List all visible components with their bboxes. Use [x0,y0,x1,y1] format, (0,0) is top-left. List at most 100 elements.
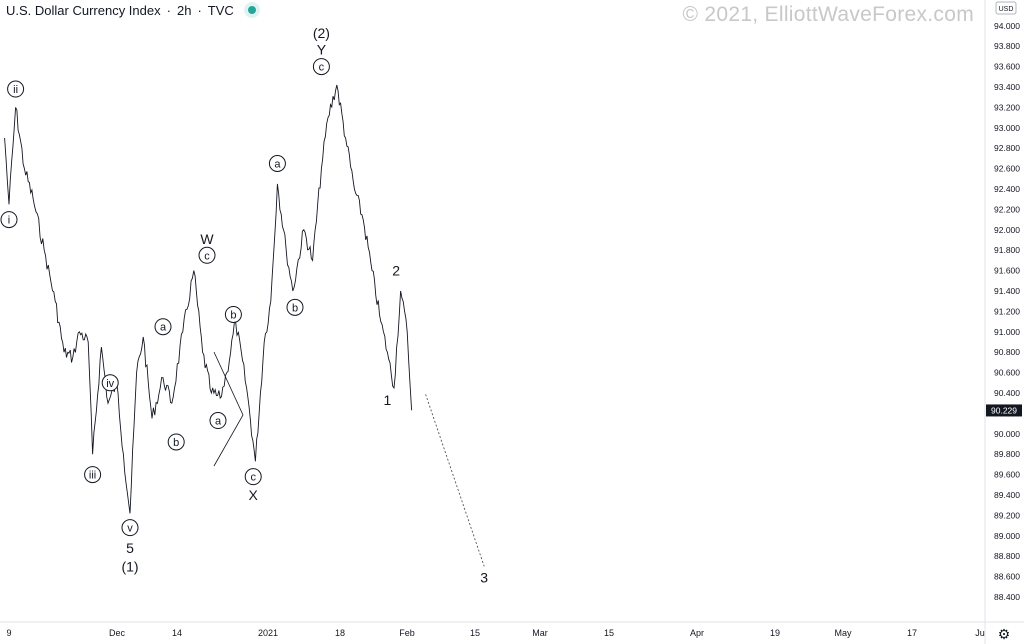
wave-label: 1 [384,392,392,408]
price-axis: USD 94.000 93.800 93.600 93.400 93.200 93.000 9… [984,0,1022,644]
price-tick-label: 89.800 [994,449,1020,459]
wave-label: i [8,215,10,227]
wave-label: b [230,309,236,321]
wave-label-circle [0,211,18,229]
wave-label: a [274,159,281,171]
price-tick-label: 93.000 [994,123,1020,133]
currency-label: USD [999,6,1014,13]
date-tick-label: 2021 [258,628,278,638]
price-tick-label: 92.200 [994,204,1020,214]
date-tick-label: 14 [172,628,182,638]
price-tick-label: 89.400 [994,490,1020,500]
interval[interactable]: 2h [176,2,192,18]
separator: · [197,2,202,18]
price-tick-label: 88.800 [994,551,1020,561]
wave-label-circle [244,468,262,486]
last-price-value: 90.229 [991,405,1017,415]
wave-label-circle [224,305,242,323]
price-tick-label: 89.600 [994,470,1020,480]
price-tick-label: 89.000 [994,531,1020,541]
date-tick-label: Apr [690,628,704,638]
wave-label: (2) [313,25,330,41]
wave-label: c [250,472,256,484]
wave-label-circle [167,433,185,451]
chart-header: U.S. Dollar Currency Index · 2h · TVC [6,2,260,18]
wave-label-circle [121,519,139,537]
price-series [4,84,413,514]
projection-line [425,394,485,567]
price-tick-label: 92.800 [994,143,1020,153]
triangle-pattern [213,351,244,467]
price-tick-label: 92.000 [994,225,1020,235]
wave-label-circle [268,155,286,172]
date-tick-label: 17 [907,628,917,638]
price-tick-label: 93.200 [994,102,1020,112]
price-tick-label: 90.400 [994,388,1020,398]
wave-label: 2 [392,263,400,279]
date-tick-label: 9 [6,628,11,638]
price-tick-label: 92.400 [994,184,1020,194]
status-dot-icon [243,2,260,18]
date-tick-label: 19 [770,628,780,638]
wave-label: 3 [480,570,488,586]
wave-label: a [160,322,167,334]
wave-label-circle [84,466,102,484]
wave-label: W [200,231,214,247]
wave-label: b [173,437,179,449]
date-tick-label: Ju [975,628,985,638]
price-tick-label: 91.400 [994,286,1020,296]
wave-label-circle [101,374,119,392]
source: TVC [207,2,234,18]
date-tick-label: 18 [335,628,345,638]
wave-label-circle [312,58,330,76]
price-tick-label: 94.000 [994,21,1020,31]
price-tick-label: 92.600 [994,164,1020,174]
date-tick-label: 15 [470,628,480,638]
date-tick-label: Mar [532,628,548,638]
wave-label-circle [209,412,227,430]
watermark: © 2021, ElliottWaveForex.com [682,3,974,26]
wave-label: c [204,250,210,262]
price-tick-label: 91.000 [994,327,1020,337]
wave-label: (1) [121,558,138,574]
wave-label-circle [154,318,172,336]
gear-icon[interactable]: ⚙ [997,626,1011,642]
price-tick-label: 89.200 [994,510,1020,520]
symbol-name: U.S. Dollar Currency Index [6,2,161,18]
wave-label: X [249,487,259,503]
separator: · [166,2,171,18]
wave-label: v [127,523,133,535]
price-tick-label: 93.800 [994,41,1020,51]
price-tick-label: 88.600 [994,572,1020,582]
wave-label: iv [106,378,114,390]
wave-label: c [319,62,325,74]
wave-label-circle [286,298,304,316]
price-tick-label: 90.600 [994,368,1020,378]
wave-label: iii [89,470,96,482]
price-tick-label: 91.600 [994,266,1020,276]
price-tick-label: 90.000 [994,429,1020,439]
date-tick-label: 15 [604,628,614,638]
time-axis: 9 Dec 14 2021 18 Feb 15 Mar 15 Apr 19 May 17 Ju [0,621,1024,638]
price-line [4,84,413,514]
wave-label-circle [198,246,216,264]
wave-label: ii [13,84,18,96]
price-tick-label: 90.800 [994,347,1020,357]
projection-series [425,394,485,567]
triangle-lines [213,351,244,467]
currency-badge[interactable] [995,1,1017,15]
price-tick-label: 93.400 [994,82,1020,92]
date-tick-label: Dec [109,628,126,638]
wave-label-circle [7,80,25,98]
wave-label: b [292,302,298,314]
price-tick-label: 91.200 [994,306,1020,316]
price-tick-label: 91.800 [994,245,1020,255]
wave-label: a [215,416,222,428]
date-tick-label: Feb [399,628,415,638]
last-price-tag [986,404,1022,417]
wave-label: 5 [126,540,134,556]
wave-label: Y [317,41,327,57]
price-tick-label: 93.600 [994,62,1020,72]
